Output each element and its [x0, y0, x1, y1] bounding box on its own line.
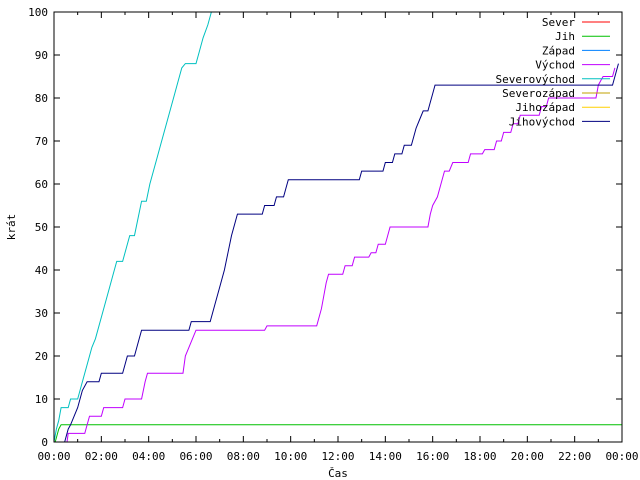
x-tick-label: 18:00: [463, 450, 496, 463]
x-tick-label: 04:00: [132, 450, 165, 463]
x-tick-label: 22:00: [558, 450, 591, 463]
series-line-severovýchod: [53, 11, 212, 443]
y-tick-label: 20: [35, 350, 48, 363]
y-tick-label: 60: [35, 178, 48, 191]
y-tick-label: 10: [35, 393, 48, 406]
x-tick-label: 20:00: [511, 450, 544, 463]
x-tick-label: 00:00: [605, 450, 638, 463]
y-tick-label: 50: [35, 221, 48, 234]
legend-label: Severozápad: [502, 87, 575, 100]
legend-label: Severovýchod: [496, 73, 575, 86]
legend-label: Sever: [542, 16, 575, 29]
x-tick-label: 08:00: [227, 450, 260, 463]
legend-label: Jihozápad: [515, 101, 575, 114]
series-line-jihovýchod: [54, 63, 619, 443]
y-tick-label: 90: [35, 49, 48, 62]
series-line-jih: [54, 424, 622, 443]
x-tick-label: 14:00: [369, 450, 402, 463]
legend-label: Východ: [535, 59, 575, 72]
x-tick-label: 10:00: [274, 450, 307, 463]
y-tick-label: 0: [41, 436, 48, 449]
x-axis-label: Čas: [328, 467, 348, 480]
series-lines: [53, 11, 622, 443]
y-tick-label: 30: [35, 307, 48, 320]
y-axis-label: krát: [5, 214, 18, 241]
x-tick-label: 16:00: [416, 450, 449, 463]
x-tick-label: 00:00: [37, 450, 70, 463]
x-tick-label: 02:00: [85, 450, 118, 463]
plot-frame: [53, 11, 623, 443]
legend-label: Západ: [542, 44, 575, 57]
axis-ticks: 0 10 20 30 40 50 60 70 80 90 100 00:00 02:00 04:00 06:…: [28, 6, 638, 463]
legend-label: Jihovýchod: [509, 115, 575, 128]
y-tick-label: 40: [35, 264, 48, 277]
y-tick-label: 70: [35, 135, 48, 148]
legend-label: Jih: [555, 30, 575, 43]
y-tick-label: 80: [35, 92, 48, 105]
y-tick-label: 100: [28, 6, 48, 19]
x-tick-label: 06:00: [179, 450, 212, 463]
x-tick-label: 12:00: [321, 450, 354, 463]
series-line-východ: [54, 67, 616, 443]
